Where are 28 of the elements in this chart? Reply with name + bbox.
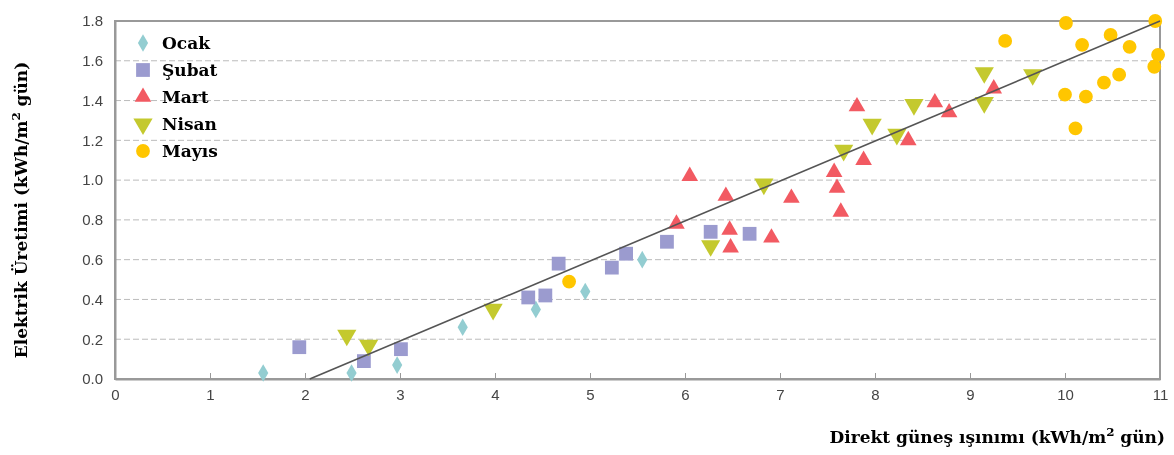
y-tick-label: 0.6	[82, 250, 103, 268]
y-tick-label: 0.4	[82, 290, 103, 308]
y-tick-label: 1.0	[82, 171, 103, 189]
x-tick-label: 2	[301, 385, 310, 403]
x-tick-label: 0	[111, 385, 120, 403]
x-axis-title: Direkt güneş ışınımı (kWh/m$^{2}$ gün)	[829, 425, 1165, 447]
x-tick-label: 8	[871, 385, 880, 403]
y-tick-label: 1.2	[82, 131, 103, 149]
y-tick-label: 0.2	[82, 330, 103, 348]
y-tick-label: 1.6	[82, 52, 103, 70]
legend-label: Mayıs	[162, 141, 218, 161]
legend-label: Ocak	[162, 33, 212, 53]
legend-label: Mart	[162, 87, 209, 107]
y-tick-label: 1.4	[82, 91, 103, 109]
x-tick-label: 9	[966, 385, 975, 403]
x-tick-label: 7	[776, 385, 785, 403]
x-tick-label: 10	[1057, 385, 1074, 403]
y-tick-label: 1.8	[82, 12, 103, 30]
x-tick-label: 4	[491, 385, 500, 403]
x-tick-label: 11	[1152, 385, 1169, 403]
legend-label: Nisan	[162, 114, 217, 134]
x-tick-label: 5	[586, 385, 595, 403]
legend-label: Şubat	[162, 60, 218, 80]
x-tick-label: 6	[681, 385, 690, 403]
y-tick-label: 0.0	[82, 370, 103, 388]
x-tick-label: 1	[206, 385, 215, 403]
y-tick-label: 0.8	[82, 211, 103, 229]
x-tick-label: 3	[396, 385, 405, 403]
